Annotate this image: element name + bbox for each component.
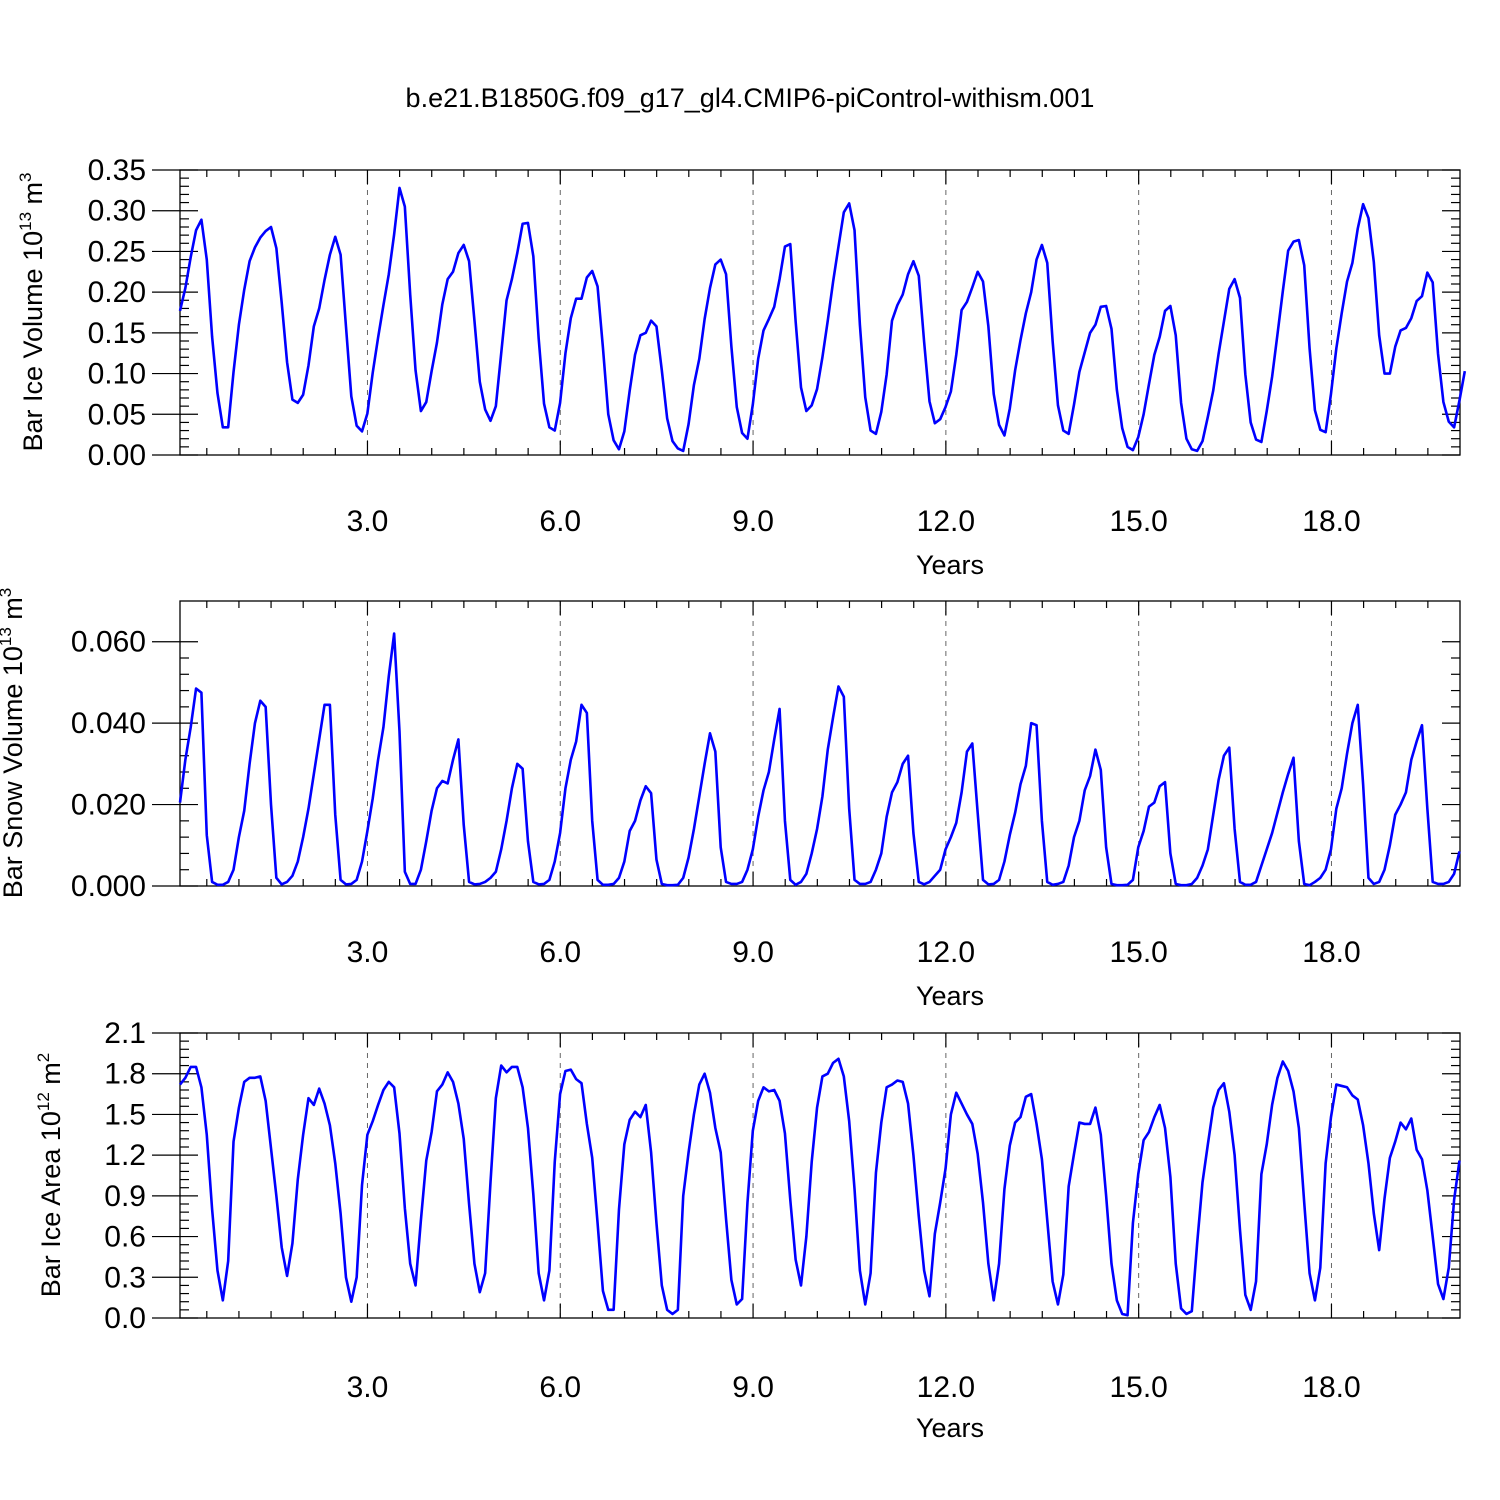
x-tick-label: 18.0: [1302, 1371, 1360, 1404]
x-tick-label: 3.0: [347, 936, 389, 969]
x-tick-label: 15.0: [1109, 505, 1167, 538]
y-tick-label: 0.10: [88, 358, 146, 391]
y-tick-label: 1.2: [104, 1139, 146, 1172]
y-tick-label: 0.9: [104, 1180, 146, 1213]
x-axis-label: Years: [916, 550, 984, 580]
plot-frame: [179, 169, 1461, 456]
x-tick-label: 6.0: [539, 505, 581, 538]
x-tick-label: 3.0: [347, 1371, 389, 1404]
x-tick-label: 12.0: [917, 936, 975, 969]
x-tick-label: 12.0: [917, 505, 975, 538]
figure-title: b.e21.B1850G.f09_g17_gl4.CMIP6-piControl…: [406, 83, 1095, 113]
x-axis-label: Years: [916, 981, 984, 1011]
y-tick-label: 0.05: [88, 398, 146, 431]
x-tick-label: 12.0: [917, 1371, 975, 1404]
y-tick-label: 0.30: [88, 195, 146, 228]
y-tick-label: 0.00: [88, 439, 146, 472]
plot-frame: [179, 1032, 1461, 1319]
x-axis-label: Years: [916, 1413, 984, 1443]
y-tick-label: 0.000: [71, 870, 146, 903]
y-tick-label: 1.5: [104, 1098, 146, 1131]
chart-panel-2: 0.000 0.020 0.040 0.060 3.0 6.0 9.0 12.0 15.0 18.…: [0, 588, 1461, 1011]
x-tick-label: 3.0: [347, 505, 389, 538]
x-tick-label: 18.0: [1302, 505, 1360, 538]
x-tick-label: 15.0: [1109, 1371, 1167, 1404]
x-tick-label: 15.0: [1109, 936, 1167, 969]
y-axis-label: Bar Snow Volume 1013 m3: [0, 588, 28, 899]
y-tick-label: 0.20: [88, 276, 146, 309]
x-tick-label: 18.0: [1302, 936, 1360, 969]
panels: 0.00 0.05 0.10 0.15 0.20 0.25 0.30 0.35 3.0 6.0 9.…: [0, 154, 1467, 1443]
series-line: [178, 1057, 1461, 1317]
chart-panel-1: 0.00 0.05 0.10 0.15 0.20 0.25 0.30 0.35 3.0 6.0 9.…: [16, 154, 1467, 580]
y-axis-label: Bar Ice Volume 1013 m3: [16, 172, 48, 451]
y-tick-label: 0.0: [104, 1302, 146, 1335]
y-tick-label: 1.8: [104, 1058, 146, 1091]
x-tick-label: 9.0: [732, 1371, 774, 1404]
x-tick-label: 6.0: [539, 936, 581, 969]
x-tick-label: 6.0: [539, 1371, 581, 1404]
chart-panel-3: 0.0 0.3 0.6 0.9 1.2 1.5 1.8 2.1 3.0 6.0 9.0 12.0 15.…: [34, 1017, 1461, 1443]
x-tick-label: 9.0: [732, 505, 774, 538]
y-tick-label: 0.3: [104, 1261, 146, 1294]
y-tick-label: 0.020: [71, 789, 146, 822]
y-tick-label: 0.6: [104, 1221, 146, 1254]
plot-frame: [179, 600, 1461, 887]
y-tick-label: 0.25: [88, 235, 146, 268]
y-axis-label: Bar Ice Area 1012 m2: [34, 1053, 66, 1298]
y-tick-label: 0.060: [71, 626, 146, 659]
y-tick-label: 0.35: [88, 154, 146, 187]
series-line: [178, 632, 1461, 887]
series-line: [178, 186, 1467, 453]
y-tick-label: 0.040: [71, 707, 146, 740]
y-tick-label: 0.15: [88, 317, 146, 350]
y-tick-label: 2.1: [104, 1017, 146, 1050]
x-tick-label: 9.0: [732, 936, 774, 969]
